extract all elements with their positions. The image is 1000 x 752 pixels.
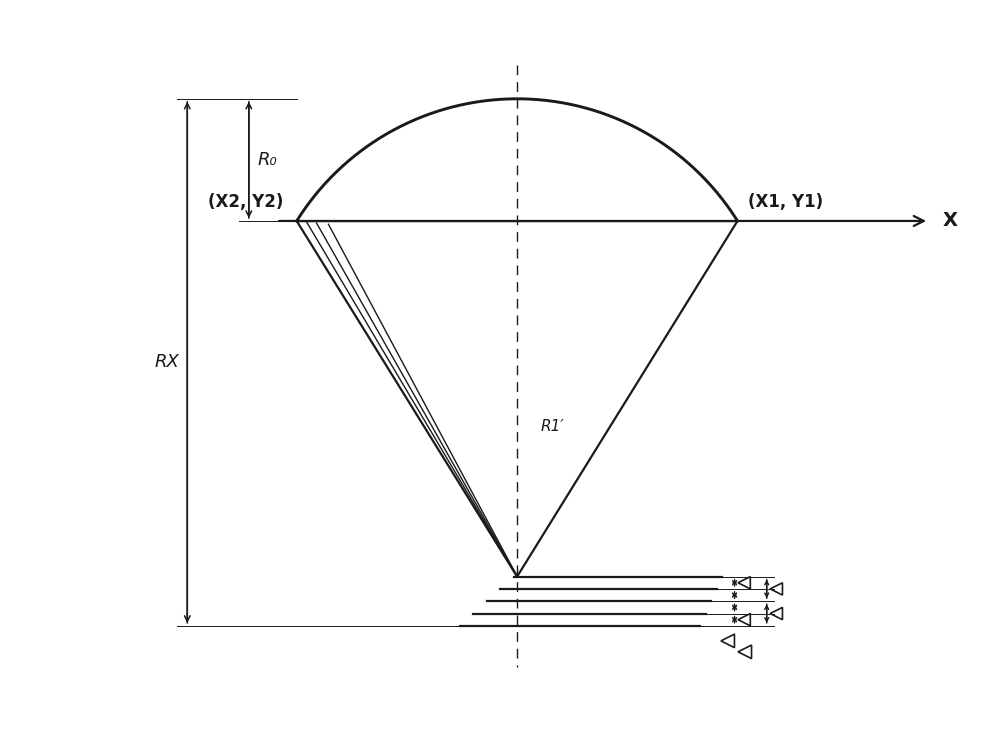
Text: (X1, Y1): (X1, Y1) [748, 193, 823, 211]
Text: RΧ: RΧ [154, 353, 179, 371]
Text: R1′: R1′ [541, 419, 565, 434]
Text: R₀: R₀ [257, 151, 277, 169]
Text: (X2, Y2): (X2, Y2) [208, 193, 283, 211]
Text: X: X [943, 211, 958, 230]
